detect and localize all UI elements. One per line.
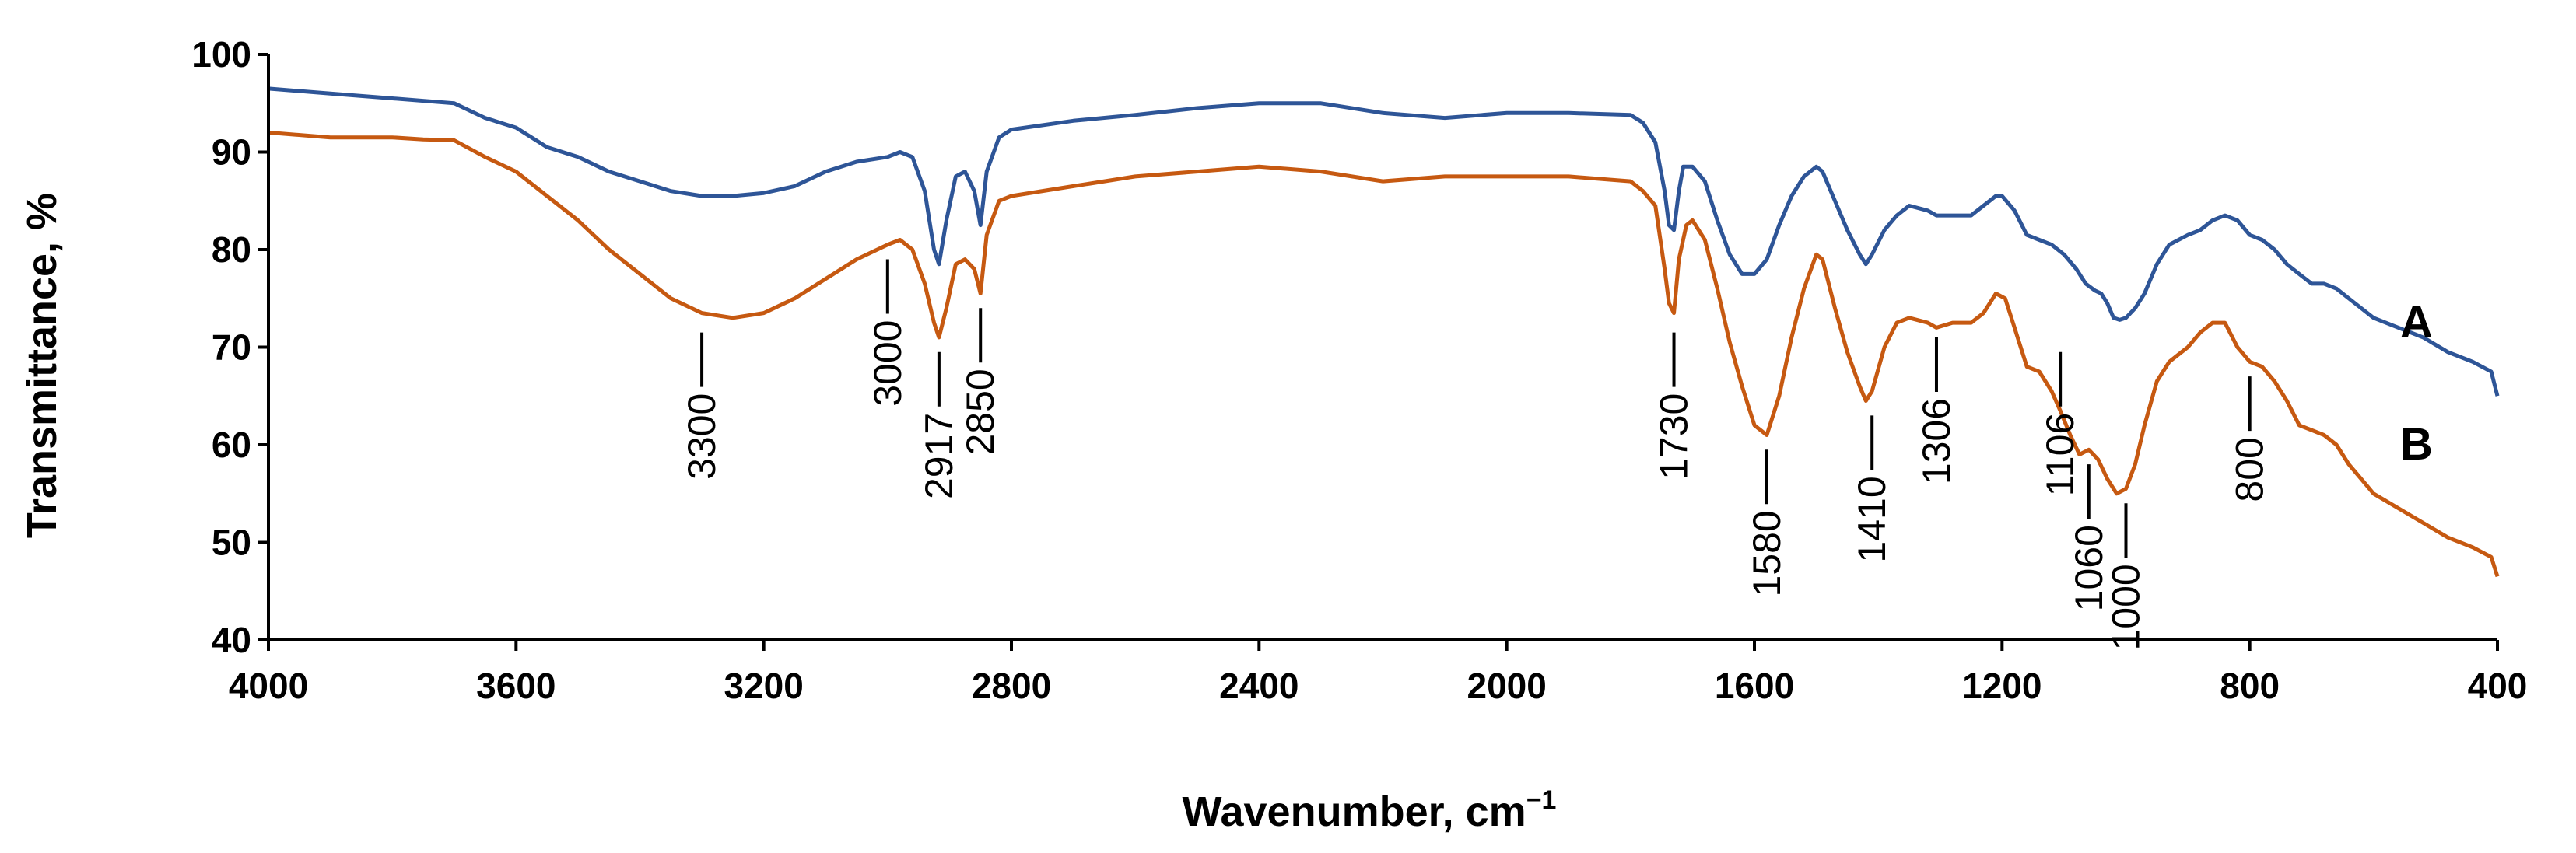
x-tick-label: 1200 — [1962, 666, 2042, 706]
peak-label: 1060 — [2067, 525, 2111, 611]
peak-label: 800 — [2228, 437, 2272, 502]
series-label-b: B — [2400, 419, 2433, 470]
x-tick-label: 2400 — [1219, 666, 1299, 706]
y-tick-label: 90 — [212, 132, 251, 173]
series-line-a — [268, 86, 2500, 397]
series-line-b — [268, 130, 2500, 578]
x-tick-label: 3600 — [476, 666, 556, 706]
y-tick-label: 40 — [212, 620, 251, 660]
x-axis-title-unit-exponent: −1 — [1526, 785, 1557, 815]
peak-label: 1580 — [1745, 510, 1789, 596]
peak-label: 1306 — [1915, 398, 1958, 484]
peak-label: 2850 — [959, 369, 1002, 455]
peak-label: 1730 — [1652, 393, 1696, 480]
y-tick-label: 100 — [191, 34, 251, 75]
x-tick-label: 2800 — [972, 666, 1051, 706]
peak-label: 3300 — [680, 393, 724, 480]
x-tick-label: 2000 — [1467, 666, 1546, 706]
y-tick-label: 80 — [212, 229, 251, 270]
x-tick-label: 4000 — [229, 666, 308, 706]
axes-layer: 40 50 60 70 80 90 100 4000 3600 3200 2800 2400 2000 1… — [191, 34, 2527, 706]
x-tick-label: 400 — [2468, 666, 2528, 706]
y-tick-label: 70 — [212, 327, 251, 368]
peak-label: 1000 — [2105, 564, 2148, 650]
x-tick-label: 1600 — [1715, 666, 1794, 706]
peak-label: 1410 — [1850, 476, 1894, 562]
x-tick-label: 3200 — [724, 666, 803, 706]
series-layer: AB — [268, 86, 2500, 578]
y-tick-label: 60 — [212, 425, 251, 465]
peak-label: 2917 — [917, 413, 961, 499]
peak-label: 1106 — [2038, 413, 2082, 497]
y-axis-title: Transmittance, % — [19, 193, 65, 538]
x-axis-title: Wavenumber, cm−1 — [1183, 785, 1557, 835]
x-tick-label: 800 — [2220, 666, 2280, 706]
series-label-a: A — [2400, 297, 2433, 348]
peak-label: 3000 — [866, 320, 909, 407]
y-tick-label: 50 — [212, 523, 251, 563]
x-axis-title-main: Wavenumber, cm — [1183, 788, 1526, 835]
